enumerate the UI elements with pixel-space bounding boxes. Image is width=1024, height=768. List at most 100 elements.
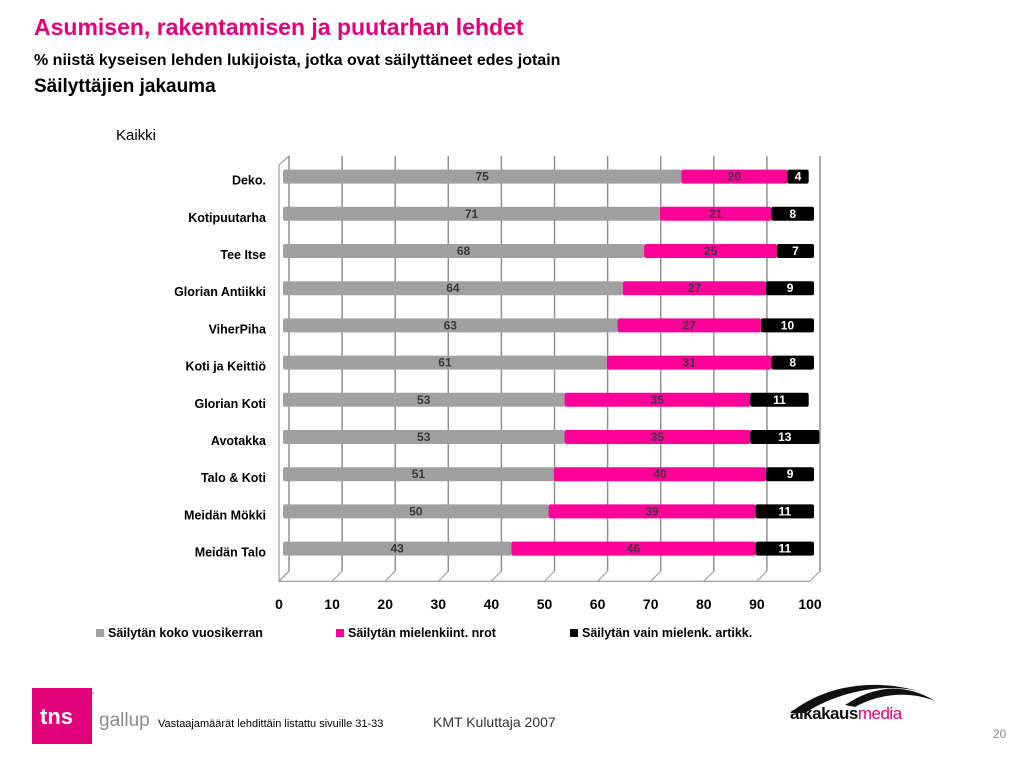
- data-label: 9: [787, 467, 794, 481]
- data-label: 9: [787, 281, 794, 295]
- data-label: 11: [778, 542, 791, 556]
- source-label: KMT Kuluttaja 2007: [433, 714, 556, 730]
- bar-segment: [660, 206, 772, 221]
- page-subtitle: % niistä kyseisen lehden lukijoista, jot…: [34, 52, 561, 69]
- x-tick-label: 50: [537, 596, 553, 612]
- category-label: Meidän Talo: [195, 546, 267, 560]
- data-label: 13: [778, 430, 792, 444]
- data-label: 27: [688, 281, 702, 295]
- legend-label: Säilytän vain mielenk. artikk.: [582, 626, 752, 640]
- data-label: 61: [438, 356, 452, 370]
- category-label: ViherPiha: [209, 322, 267, 336]
- bar-segment: [548, 504, 756, 519]
- x-tick-label: 20: [377, 596, 393, 612]
- x-tick-label: 90: [749, 596, 765, 612]
- footnote: Vastaajamäärät lehdittäin listattu sivui…: [158, 718, 384, 730]
- bar-segment: [617, 318, 761, 333]
- legend-swatch: [96, 629, 104, 637]
- bar-segment: [750, 430, 820, 444]
- gridline-floor: [491, 570, 502, 582]
- bar-segment: [283, 169, 682, 184]
- bar-segment: [553, 467, 767, 482]
- bar-segment: [644, 244, 777, 258]
- category-label: Talo & Koti: [201, 471, 266, 485]
- data-label: 50: [409, 504, 423, 518]
- gridline-floor: [809, 570, 821, 582]
- x-tick-label: 80: [696, 596, 712, 612]
- x-tick-label: 40: [484, 596, 500, 612]
- bar-segment: [283, 504, 549, 519]
- bar-segment: [283, 467, 554, 482]
- gridline-floor: [331, 570, 343, 582]
- page-title: Asumisen, rakentamisen ja puutarhan lehd…: [34, 14, 524, 40]
- data-label: 68: [457, 244, 471, 258]
- bar-segment: [283, 392, 565, 407]
- data-label: 53: [417, 430, 431, 444]
- bar-segment: [283, 541, 512, 556]
- bar-segment: [787, 169, 809, 184]
- data-label: 35: [651, 430, 665, 444]
- category-label: Deko.: [232, 174, 266, 188]
- data-label: 8: [789, 207, 796, 221]
- data-label: 4: [795, 170, 802, 184]
- bar-segment: [283, 206, 661, 221]
- aikakausmedia-logo: [790, 684, 935, 713]
- data-label: 27: [683, 318, 697, 332]
- category-label: Meidän Mökki: [184, 508, 266, 522]
- bar-segment: [776, 244, 814, 258]
- gridline-floor: [437, 570, 449, 582]
- data-label: 63: [444, 318, 458, 332]
- data-label: 40: [653, 467, 667, 481]
- svg-text:™: ™: [88, 691, 94, 698]
- gridline-floor: [384, 570, 396, 582]
- data-label: 7: [792, 244, 799, 258]
- bar-segment: [681, 169, 788, 184]
- category-label: Avotakka: [211, 434, 267, 448]
- bar-segment: [766, 467, 814, 482]
- x-tick-label: 10: [324, 596, 340, 612]
- bar-segment: [755, 541, 814, 556]
- gridline-floor: [544, 570, 555, 582]
- bar-segment: [606, 355, 772, 370]
- data-label: 43: [390, 542, 404, 556]
- legend-swatch: [570, 629, 578, 637]
- data-label: 10: [781, 318, 795, 332]
- data-label: 53: [417, 393, 431, 407]
- bar-segment: [283, 430, 565, 444]
- gridline-floor: [756, 570, 768, 582]
- stacked-bar-chart: 0 10 20 30 40 50 60 70 80 90 100 Deko. 75 20 4 Kotipuut…: [96, 154, 822, 640]
- bar-segment: [771, 206, 814, 221]
- bar-segment: [760, 318, 814, 333]
- bar-segment: [766, 281, 814, 296]
- tns-logo: tns ™: [32, 688, 94, 744]
- data-label: 75: [475, 170, 489, 184]
- data-label: 11: [778, 504, 791, 518]
- category-label: Kotipuutarha: [188, 211, 267, 225]
- data-label: 64: [446, 281, 460, 295]
- svg-text:tns: tns: [40, 704, 73, 729]
- data-label: 46: [627, 542, 641, 556]
- bar-segment: [750, 392, 809, 407]
- chart-title: Kaikki: [116, 127, 157, 144]
- x-tick-label: 30: [431, 596, 447, 612]
- bar-segment: [771, 355, 814, 370]
- category-label: Glorian Antiikki: [174, 285, 266, 299]
- page-subtitle-2: Säilyttäjien jakauma: [34, 76, 216, 97]
- bar-segment: [564, 392, 751, 407]
- data-label: 51: [412, 467, 426, 481]
- bar-segment: [283, 281, 623, 296]
- gridline-floor: [278, 570, 290, 582]
- legend-label: Säilytän koko vuosikerran: [108, 626, 263, 640]
- bar-segment: [283, 244, 645, 258]
- data-label: 21: [709, 207, 723, 221]
- category-label: Koti ja Keittiö: [185, 360, 266, 374]
- bar-segment: [511, 541, 756, 556]
- data-label: 11: [773, 393, 786, 407]
- data-label: 35: [651, 393, 665, 407]
- data-label: 25: [704, 244, 718, 258]
- bar-segment: [622, 281, 767, 296]
- bar-segment: [283, 318, 618, 333]
- data-label: 8: [789, 356, 796, 370]
- x-tick-label: 60: [590, 596, 606, 612]
- x-tick-label: 0: [275, 596, 283, 612]
